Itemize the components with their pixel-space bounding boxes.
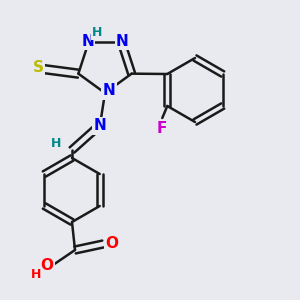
- Text: H: H: [31, 268, 41, 281]
- Text: H: H: [92, 26, 103, 39]
- Text: O: O: [40, 259, 53, 274]
- Text: N: N: [94, 118, 106, 134]
- Text: N: N: [103, 83, 116, 98]
- Text: N: N: [81, 34, 94, 49]
- Text: F: F: [157, 122, 167, 136]
- Text: O: O: [106, 236, 118, 250]
- Text: H: H: [51, 137, 61, 151]
- Text: S: S: [33, 60, 44, 75]
- Text: N: N: [116, 34, 129, 49]
